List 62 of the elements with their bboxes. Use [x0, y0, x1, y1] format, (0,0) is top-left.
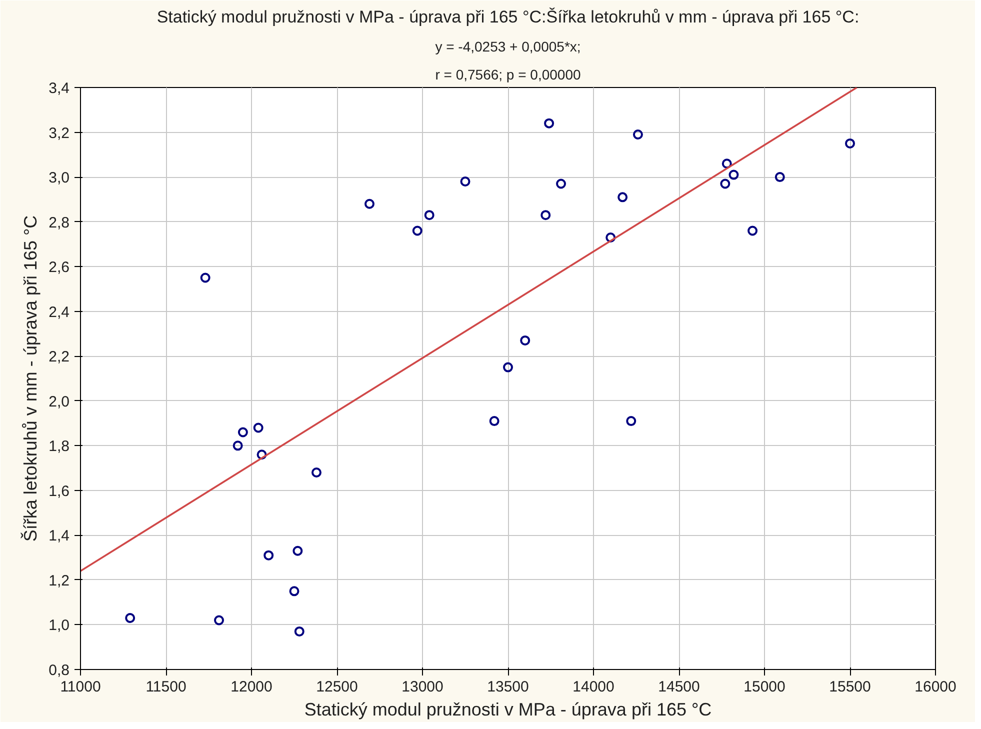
y-tick-label: 1,0	[48, 617, 70, 634]
point	[720, 178, 730, 189]
point	[503, 362, 513, 372]
point	[253, 422, 264, 433]
point	[618, 192, 628, 202]
x-axis-title: Statický modul pružnosti v MPa - úprava při 165 °C	[304, 700, 712, 720]
point	[556, 178, 566, 189]
point	[424, 210, 434, 220]
point	[845, 138, 855, 148]
point	[722, 158, 732, 169]
x-tick-label: 14000	[572, 678, 614, 696]
y-axis-title: Šířka letokruhů v mm - úprava při 165 °C	[20, 215, 41, 542]
x-tick-label: 15500	[829, 678, 871, 696]
text: r = 0,7566; p = 0,00000	[435, 66, 581, 82]
point	[412, 226, 422, 236]
point	[264, 550, 274, 560]
y-tick-label: 2,0	[48, 393, 70, 410]
point	[214, 615, 224, 626]
point	[632, 130, 643, 140]
chart-title: Statický modul pružnosti v MPa - úprava při 165 °C:Šířka letokruhů v mm - úprava při 165 °C:	[156, 8, 860, 26]
point	[294, 626, 304, 636]
x-tick-label: 14500	[658, 678, 700, 696]
y-tick-label: 3,0	[48, 170, 70, 187]
y-tick-label: 1,6	[48, 482, 70, 500]
x-tick-label: 11000	[60, 678, 101, 696]
y-tick-label: 1,4	[48, 528, 70, 545]
point	[774, 172, 785, 182]
x-tick-label: 11500	[146, 678, 186, 696]
point	[125, 613, 136, 624]
point	[626, 416, 636, 426]
y-tick-label: 2,6	[48, 259, 70, 276]
y-tick-label: 3,2	[48, 124, 70, 142]
point	[540, 210, 551, 220]
x-tick-label: 15000	[744, 678, 786, 696]
point	[364, 198, 374, 209]
point	[544, 118, 554, 128]
y-tick-label: 1,2	[48, 572, 70, 590]
y-tick-label: 2,8	[48, 214, 70, 232]
y-tick-label: 2,4	[48, 304, 70, 321]
y-tick-label: 1,8	[48, 438, 70, 456]
point	[606, 232, 616, 242]
y-tick-label: 0,8	[48, 662, 70, 679]
point	[489, 416, 500, 426]
point	[289, 586, 300, 596]
point	[232, 440, 243, 451]
point	[520, 335, 530, 346]
x-tick-label: 12000	[230, 678, 272, 696]
x-tick-label: 13500	[487, 678, 529, 696]
point	[292, 546, 303, 556]
x-tick-label: 16000	[914, 678, 956, 696]
y-tick-label: 3,4	[48, 80, 70, 97]
x-tick-label: 13000	[402, 678, 444, 696]
point	[256, 450, 267, 460]
point	[200, 272, 210, 283]
y-tick-label: 2,2	[48, 348, 70, 366]
point	[238, 427, 248, 438]
point	[311, 468, 322, 478]
point	[728, 170, 739, 180]
point	[748, 226, 758, 236]
x-tick-label: 12500	[316, 678, 358, 696]
text: y = -4,0253 + 0,0005*x;	[435, 38, 581, 54]
point	[460, 176, 470, 187]
